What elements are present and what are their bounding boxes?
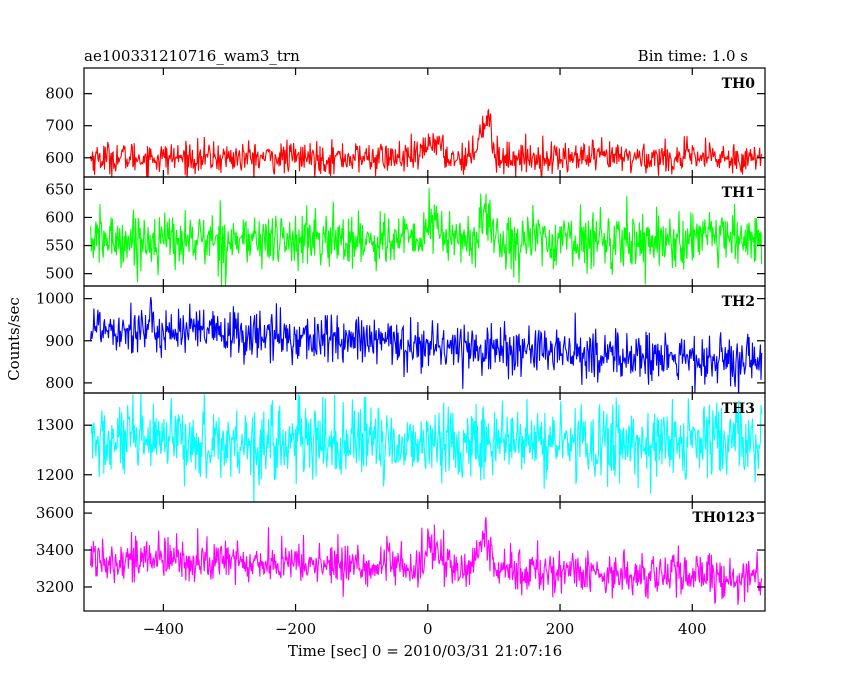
- y-tick-label: 1300: [36, 416, 74, 434]
- panel-frame: [83, 501, 766, 612]
- panels: 600 700 800 TH0 500 550 600 650 TH1 800 900 1000 TH2…: [36, 67, 766, 612]
- panel-label: TH2: [722, 294, 755, 310]
- y-tick-label: 650: [45, 180, 74, 198]
- y-tick-label: 800: [45, 85, 74, 103]
- panel-label: TH1: [722, 185, 755, 201]
- x-tick-label: 0: [423, 620, 433, 638]
- panel-th2: 800 900 1000 TH2: [36, 285, 766, 394]
- y-tick-label: 3600: [36, 504, 74, 522]
- panel-label: TH3: [722, 401, 755, 417]
- series-line-th0123: [90, 517, 763, 605]
- y-tick-label: 3400: [36, 541, 74, 559]
- series-line-th3: [90, 393, 763, 502]
- chart-title-left: ae100331210716_wam3_trn: [84, 47, 300, 65]
- panel-th3: 1200 1300 TH3: [36, 392, 766, 503]
- y-tick-label: 600: [45, 208, 74, 226]
- panel-th1: 500 550 600 650 TH1: [45, 176, 766, 287]
- panel-label: TH0123: [692, 510, 755, 526]
- y-tick-label: 500: [45, 265, 74, 283]
- y-tick-label: 550: [45, 237, 74, 255]
- x-tick-label: 400: [678, 620, 707, 638]
- x-tick-label: −400: [143, 620, 184, 638]
- y-tick-label: 700: [45, 117, 74, 135]
- chart-title-right: Bin time: 1.0 s: [638, 47, 748, 65]
- x-axis-label: Time [sec] 0 = 2010/03/31 21:07:16: [288, 642, 562, 660]
- series-line-th1: [90, 188, 763, 286]
- panel-th0: 600 700 800 TH0: [45, 67, 766, 178]
- y-tick-label: 900: [45, 332, 74, 350]
- y-tick-label: 800: [45, 374, 74, 392]
- y-tick-label: 1200: [36, 466, 74, 484]
- y-tick-label: 600: [45, 149, 74, 167]
- x-tick-label: −200: [275, 620, 316, 638]
- x-tick-label: 200: [546, 620, 575, 638]
- x-axis: −400 −200 0 200 400: [143, 620, 707, 638]
- y-axis-label: Counts/sec: [5, 297, 23, 381]
- series-line-th2: [90, 297, 763, 393]
- panel-label: TH0: [722, 76, 756, 92]
- panel-th0123: 3200 3400 3600 TH0123: [36, 501, 766, 612]
- y-tick-label: 1000: [36, 290, 74, 308]
- series-line-th0: [90, 108, 763, 177]
- y-tick-label: 3200: [36, 578, 74, 596]
